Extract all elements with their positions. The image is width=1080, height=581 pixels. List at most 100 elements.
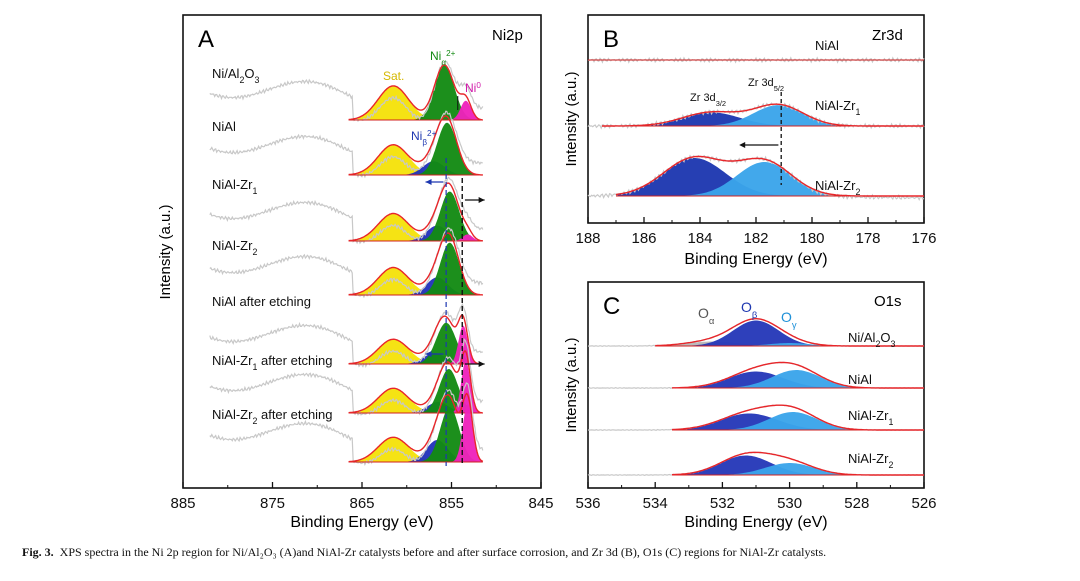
peak-ni_0 <box>348 100 483 120</box>
series-label-part: 1 <box>252 362 257 372</box>
series-label-part: NiAl-Zr <box>212 238 253 253</box>
panel-a-ticks: 885 875 865 855 845 <box>170 482 554 512</box>
peak-zr_32 <box>602 112 924 126</box>
caption-text: XPS spectra in the Ni 2p region for Ni/A… <box>59 545 827 559</box>
peak-o_beta <box>672 371 924 388</box>
peak-ni_alpha <box>348 242 483 295</box>
peak-zr_32 <box>616 158 924 196</box>
spectrum-a-5 <box>209 338 484 416</box>
panel-c-curves <box>587 317 925 477</box>
x-tick-label: 536 <box>575 495 600 512</box>
series-label-part: NiAl-Zr <box>815 178 856 193</box>
series-label-part: NiAl <box>212 119 236 134</box>
fit-envelope <box>348 115 483 176</box>
series-label-part: NiAl-Zr <box>212 353 253 368</box>
label-o-gamma-part: O <box>781 309 792 325</box>
series-label-part: 2 <box>252 247 257 257</box>
series-label-part: 1 <box>252 186 257 196</box>
series-label-part: NiAl-Zr <box>848 408 889 423</box>
label-ni-alpha-part: Ni <box>430 49 441 63</box>
panel-a-ylabel: Intensity (a.u.) <box>157 204 174 299</box>
label-ni-alpha: Niα2+ <box>430 49 456 67</box>
panel-c: C O1s Intensity (a.u.) Binding Energy (e… <box>563 281 937 531</box>
peak-o_beta <box>672 455 924 475</box>
series-label-part: 2 <box>252 416 257 426</box>
series-label: NiAl-Zr2 <box>815 178 860 197</box>
peak-o_gamma <box>672 370 924 388</box>
series-label-part: 2 <box>239 75 244 85</box>
x-tick-label: 528 <box>844 495 869 512</box>
x-tick-label: 178 <box>855 230 880 247</box>
spectrum-c-3 <box>587 451 925 477</box>
series-label: Ni/Al2O3 <box>212 66 260 85</box>
label-o-gamma-part: γ <box>792 320 797 331</box>
series-label-part: O <box>244 66 254 81</box>
label-o-beta: Oβ <box>741 299 758 321</box>
peak-ni_0 <box>348 234 483 241</box>
series-label: NiAl <box>848 372 872 387</box>
fit-envelope <box>671 404 924 431</box>
spectrum-a-1 <box>209 110 483 179</box>
panel-c-ylabel: Intensity (a.u.) <box>563 337 580 432</box>
series-label: NiAl-Zr1 <box>212 177 257 196</box>
label-o-gamma: Oγ <box>781 309 797 331</box>
label-ni-alpha-part: α <box>441 58 446 67</box>
panel-b-letter: B <box>603 26 619 53</box>
shift-arrow-right-head <box>478 361 485 367</box>
series-label-part: NiAl-Zr <box>212 407 253 422</box>
label-o-beta-part: O <box>741 299 752 315</box>
x-tick-label: 188 <box>575 230 600 247</box>
label-o-alpha-part: α <box>709 316 715 327</box>
series-label: Ni/Al2O3 <box>848 330 896 349</box>
series-label-part: NiAl <box>815 38 839 53</box>
peak-ni_0 <box>348 404 483 462</box>
label-ni-beta-part: Ni <box>411 129 422 143</box>
label-zr-3d52-part: Zr 3d <box>748 77 774 89</box>
label-zr-3d52: Zr 3d5/2 <box>748 77 784 93</box>
panel-c-region: O1s <box>874 293 902 310</box>
panel-b-region: Zr3d <box>872 27 903 44</box>
peak-o_gamma <box>655 343 924 346</box>
fit-envelope <box>602 103 924 127</box>
peak-ni_alpha <box>348 322 483 364</box>
spectrum-b-0 <box>587 56 925 64</box>
fit-envelope <box>671 361 924 389</box>
series-label: NiAl-Zr2 after etching <box>212 407 333 426</box>
panel-b: B Zr3d Intensity (a.u.) Binding Energy (… <box>563 14 937 268</box>
fit-envelope <box>348 314 483 365</box>
panel-b-ylabel: Intensity (a.u.) <box>563 71 580 166</box>
spectrum-b-1 <box>587 102 925 130</box>
label-zr-3d32-part: Zr 3d <box>690 92 716 104</box>
label-o-alpha: Oα <box>698 305 715 327</box>
label-zr-3d52-part: 5/2 <box>774 84 784 93</box>
series-label-part: NiAl after etching <box>212 294 311 309</box>
x-tick-label: 534 <box>643 495 668 512</box>
panel-a-region: Ni2p <box>492 27 523 44</box>
spectrum-c-2 <box>587 404 925 432</box>
peak-o_beta <box>655 320 924 346</box>
spectrum-a-3 <box>209 227 484 299</box>
figure-caption: Fig. 3. XPS spectra in the Ni 2p region f… <box>22 545 1062 560</box>
fit-envelope <box>348 182 483 242</box>
x-tick-label: 855 <box>439 495 464 512</box>
x-tick-label: 526 <box>911 495 936 512</box>
series-label-part: 1 <box>888 417 893 427</box>
series-label-part: 2 <box>888 460 893 470</box>
fit-envelope <box>671 451 924 476</box>
series-label: NiAl-Zr2 <box>212 238 257 257</box>
series-label-part: NiAl-Zr <box>848 451 889 466</box>
peak-zr_52 <box>602 105 924 126</box>
shift-arrow-left-head <box>425 351 432 357</box>
panel-b-xlabel: Binding Energy (eV) <box>684 251 827 268</box>
series-label-part: 3 <box>255 75 260 85</box>
series-label-part: NiAl <box>848 372 872 387</box>
label-ni-alpha-part: 2+ <box>446 49 456 58</box>
shift-arrow-right-head <box>478 197 485 203</box>
x-tick-label: 865 <box>349 495 374 512</box>
series-label: NiAl-Zr1 after etching <box>212 353 333 372</box>
series-label: NiAl-Zr1 <box>848 408 893 427</box>
series-label-part: 1 <box>855 107 860 117</box>
spectrum-b-2 <box>587 154 925 202</box>
series-label-part: NiAl-Zr <box>212 177 253 192</box>
panel-c-ticks: 536 534 532 530 528 526 <box>575 482 937 512</box>
